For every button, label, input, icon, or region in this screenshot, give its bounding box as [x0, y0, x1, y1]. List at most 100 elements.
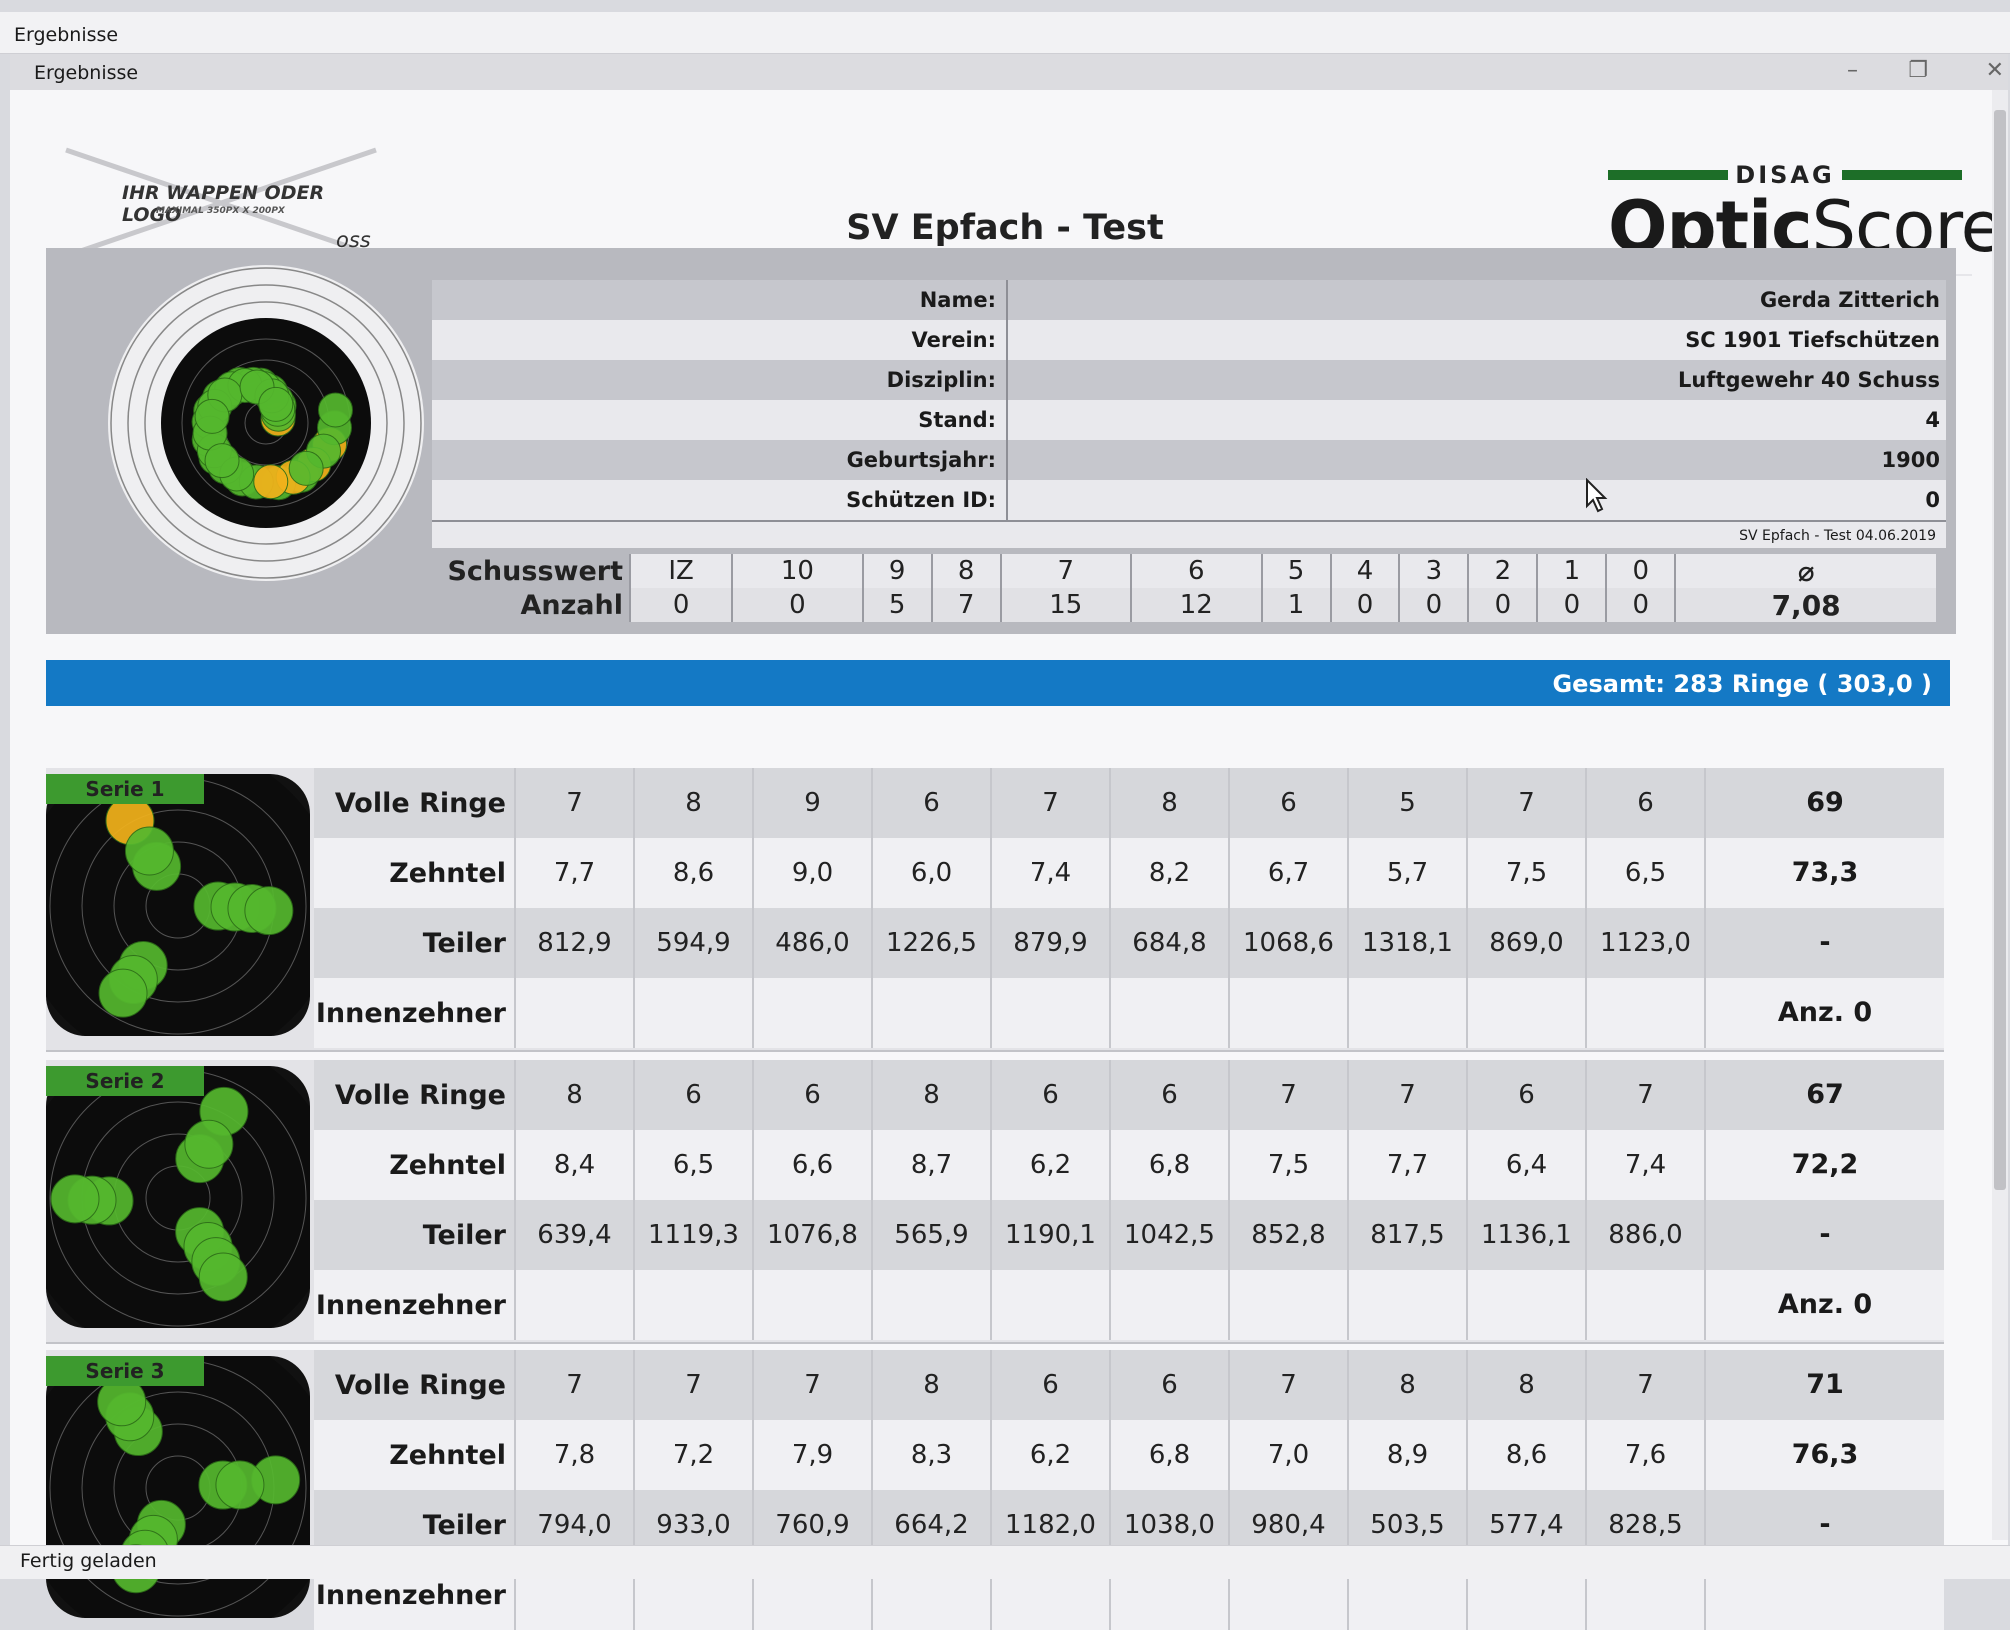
- scrollbar-thumb[interactable]: [1994, 110, 2006, 1190]
- series-cell: [633, 1270, 752, 1340]
- series-score-grid: Volle Ringe 7 8 9 6 7 8 6 5 7 6 69 Zehntel 7,7 8,6 9,0 6…: [314, 768, 1944, 1048]
- series-sum: Anz. 0: [1704, 978, 1944, 1048]
- series-row-divider: Teiler 812,9 594,9 486,0 1226,5 879,9 684,8 106…: [314, 908, 1944, 978]
- vertical-scrollbar[interactable]: [1992, 90, 2008, 1540]
- series-row-label: Zehntel: [389, 1149, 506, 1181]
- series-cell: 6,2: [990, 1130, 1109, 1200]
- info-row: Name: Gerda Zitterich: [432, 280, 1946, 320]
- os-title: Ergebnisse: [14, 24, 119, 46]
- series-cell: 8,9: [1347, 1420, 1466, 1490]
- series-target-icon: [46, 1066, 310, 1328]
- series-cell: 6,6: [752, 1130, 871, 1200]
- series-cell: 1068,6: [1228, 908, 1347, 978]
- series-cell: 7: [1228, 1350, 1347, 1420]
- series-cell: 5,7: [1347, 838, 1466, 908]
- series-cell: 7,9: [752, 1420, 871, 1490]
- maximize-button[interactable]: ❐: [1908, 58, 1928, 83]
- total-score-bar: Gesamt: 283 Ringe ( 303,0 ): [46, 660, 1950, 706]
- info-label: Name:: [432, 280, 1008, 320]
- series-cell: 7: [752, 1350, 871, 1420]
- series-cell: 7: [990, 768, 1109, 838]
- series-cell: [752, 978, 871, 1048]
- series-cell: 6,4: [1466, 1130, 1585, 1200]
- series-cell: 7: [1466, 768, 1585, 838]
- series-cell: 684,8: [1109, 908, 1228, 978]
- dist-value: 2: [1467, 554, 1538, 588]
- series-cell: 577,4: [1466, 1490, 1585, 1560]
- dist-value: ⌀: [1674, 554, 1936, 588]
- series-cell: 8: [633, 768, 752, 838]
- series-cell: 8,6: [633, 838, 752, 908]
- series-row-label: Teiler: [422, 1219, 506, 1251]
- series-cell: 6,7: [1228, 838, 1347, 908]
- series-block: Serie 3 Volle Ringe 7 7 7 8 6 6 7 8 8 7 71 Zehntel 7,8…: [46, 1350, 1944, 1630]
- dist-count: 0: [1398, 588, 1469, 622]
- series-row-inner: Innenzehner Anz. 0: [314, 978, 1944, 1048]
- series-cell: 1318,1: [1347, 908, 1466, 978]
- series-cell: 5: [1347, 768, 1466, 838]
- series-cell: [871, 1270, 990, 1340]
- series-cell: 565,9: [871, 1200, 990, 1270]
- info-value: 0: [1925, 488, 1940, 512]
- series-cell: 6: [752, 1060, 871, 1130]
- series-row-label: Zehntel: [389, 1439, 506, 1471]
- series-cell: 933,0: [633, 1490, 752, 1560]
- series-row-label: Volle Ringe: [334, 787, 506, 819]
- series-cell: 8: [871, 1060, 990, 1130]
- report-date-note: SV Epfach - Test 04.06.2019: [432, 520, 1946, 548]
- series-row-label: Innenzehner: [315, 1579, 506, 1611]
- logo-cross-icon: [65, 147, 377, 259]
- series-cell: 6: [990, 1350, 1109, 1420]
- dist-count: 0: [1605, 588, 1676, 622]
- series-row-inner: Innenzehner Anz. 0: [314, 1270, 1944, 1340]
- series-cell: 7: [1585, 1350, 1704, 1420]
- series-cell: 1076,8: [752, 1200, 871, 1270]
- info-label: Stand:: [432, 400, 1008, 440]
- series-cell: 8,4: [514, 1130, 633, 1200]
- series-sum: -: [1704, 1490, 1944, 1560]
- dist-count: 7: [930, 588, 1001, 622]
- info-value: Gerda Zitterich: [1759, 288, 1940, 312]
- series-cell: [633, 978, 752, 1048]
- series-block: Serie 1 Volle Ringe 7 8 9 6 7 8 6 5 7 6 69 Zehntel 7,7…: [46, 768, 1944, 1052]
- series-cell: 7: [1585, 1060, 1704, 1130]
- close-button[interactable]: ✕: [1985, 58, 2004, 83]
- dist-count: 0: [1536, 588, 1607, 622]
- mouse-cursor-icon: [1586, 478, 1608, 513]
- series-row-divider: Teiler 639,4 1119,3 1076,8 565,9 1190,1 1042,5…: [314, 1200, 1944, 1270]
- series-row-label: Innenzehner: [315, 1289, 506, 1321]
- info-label: Verein:: [432, 320, 1008, 360]
- series-cell: [1228, 1270, 1347, 1340]
- dist-value: 3: [1398, 554, 1469, 588]
- series-badge: Serie 3: [46, 1356, 204, 1386]
- series-cell: 812,9: [514, 908, 633, 978]
- series-cell: [514, 978, 633, 1048]
- series-cell: 8,3: [871, 1420, 990, 1490]
- series-sum: 69: [1704, 768, 1944, 838]
- series-cell: 8,6: [1466, 1420, 1585, 1490]
- series-row-full: Volle Ringe 7 7 7 8 6 6 7 8 8 7 71: [314, 1350, 1944, 1420]
- series-cell: 6,8: [1109, 1420, 1228, 1490]
- series-cell: 7,5: [1228, 1130, 1347, 1200]
- dist-count: 0: [1467, 588, 1538, 622]
- series-cell: 886,0: [1585, 1200, 1704, 1270]
- minimize-button[interactable]: –: [1847, 58, 1858, 83]
- series-row-label: Volle Ringe: [334, 1369, 506, 1401]
- series-target-icon: [46, 774, 310, 1036]
- dist-value: 5: [1260, 554, 1331, 588]
- series-sum: 67: [1704, 1060, 1944, 1130]
- info-row: Geburtsjahr: 1900: [432, 440, 1946, 480]
- series-cell: 7,5: [1466, 838, 1585, 908]
- series-row-label: Innenzehner: [315, 997, 506, 1029]
- series-cell: 6: [1228, 768, 1347, 838]
- dist-value: 4: [1329, 554, 1400, 588]
- series-cell: 486,0: [752, 908, 871, 978]
- series-cell: [871, 978, 990, 1048]
- series-sum: -: [1704, 1200, 1944, 1270]
- dist-count: 1: [1260, 588, 1331, 622]
- shooter-info-panel: Name: Gerda Zitterich Verein: SC 1901 Tiefs…: [46, 248, 1956, 634]
- series-score-grid: Volle Ringe 7 7 7 8 6 6 7 8 8 7 71 Zehntel 7,8 7,2 7,9 8…: [314, 1350, 1944, 1630]
- series-row-full: Volle Ringe 8 6 6 8 6 6 7 7 6 7 67: [314, 1060, 1944, 1130]
- info-label: Schützen ID:: [432, 480, 1008, 520]
- series-row-label: Teiler: [422, 1509, 506, 1541]
